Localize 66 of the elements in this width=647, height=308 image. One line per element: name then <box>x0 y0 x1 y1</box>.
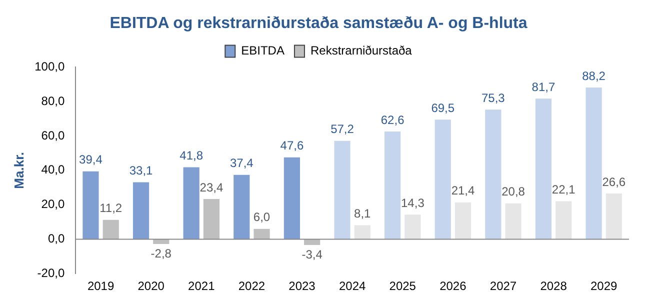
data-label: -2,8 <box>150 246 172 260</box>
x-tick-label: 2029 <box>590 279 618 294</box>
bar <box>535 98 552 240</box>
data-label: 8,1 <box>354 206 372 221</box>
data-label: 22,1 <box>552 182 576 196</box>
data-label: 88,2 <box>582 68 606 83</box>
bar <box>132 182 150 240</box>
data-label: 37,4 <box>230 156 254 170</box>
y-tick-label: -20,0 <box>37 266 65 280</box>
data-label: 57,2 <box>330 122 354 136</box>
x-tick-label: 2026 <box>440 279 467 294</box>
x-tick-label: 2021 <box>188 279 216 294</box>
bar <box>102 220 119 240</box>
data-label: -3,4 <box>302 247 323 262</box>
data-label: 39,4 <box>79 152 103 167</box>
data-label: 20,8 <box>502 184 526 199</box>
bar <box>454 202 472 240</box>
y-axis-title: Ma.kr. <box>11 152 26 189</box>
bar <box>586 87 602 240</box>
data-label: 47,6 <box>280 138 304 153</box>
data-label: 69,5 <box>431 100 455 115</box>
bar <box>384 132 401 240</box>
bar <box>556 201 572 240</box>
legend-label: EBITDA <box>241 44 284 58</box>
data-label: 11,2 <box>100 201 122 216</box>
data-label: 81,7 <box>532 80 556 94</box>
bar <box>334 140 350 240</box>
x-tick-label: 2027 <box>490 279 517 294</box>
bar <box>153 239 170 244</box>
y-tick-label: 100,0 <box>34 60 65 74</box>
data-label: 6,0 <box>253 210 270 224</box>
bar <box>606 193 622 240</box>
bar <box>254 228 270 240</box>
data-label: 26,6 <box>602 174 626 189</box>
x-tick-label: 2022 <box>238 279 266 294</box>
bar <box>82 171 99 240</box>
bar <box>505 203 522 240</box>
chart-title: EBITDA og rekstrarniðurstaða samstæðu A- og B-hluta <box>110 15 528 32</box>
bar <box>304 239 320 246</box>
bar <box>434 120 451 240</box>
x-tick-label: 2020 <box>138 279 165 294</box>
bar <box>354 225 370 240</box>
legend-label: Rekstrarniðurstaða <box>310 44 412 58</box>
y-tick-label: 60,0 <box>41 128 65 142</box>
data-label: 21,4 <box>451 184 475 198</box>
y-tick-label: 40,0 <box>41 162 65 177</box>
x-tick-label: 2019 <box>87 279 114 294</box>
x-tick-label: 2028 <box>540 279 568 294</box>
data-label: 33,1 <box>129 164 154 178</box>
bar <box>183 167 200 240</box>
bar <box>234 174 250 240</box>
x-tick-label: 2023 <box>288 279 316 294</box>
data-label: 62,6 <box>380 112 405 127</box>
y-tick-label: 80,0 <box>41 94 65 108</box>
data-label: 14,3 <box>401 196 425 210</box>
x-tick-label: 2025 <box>389 279 416 294</box>
bar <box>485 110 502 240</box>
x-tick-label: 2024 <box>338 279 366 294</box>
y-tick-label: 20,0 <box>41 197 65 212</box>
data-label: 41,8 <box>180 148 204 163</box>
bar <box>284 157 300 240</box>
data-label: 23,4 <box>200 180 224 194</box>
y-tick-label: 0,0 <box>48 232 65 246</box>
bar <box>203 198 220 240</box>
data-label: 75,3 <box>481 90 506 105</box>
bar <box>404 214 421 240</box>
